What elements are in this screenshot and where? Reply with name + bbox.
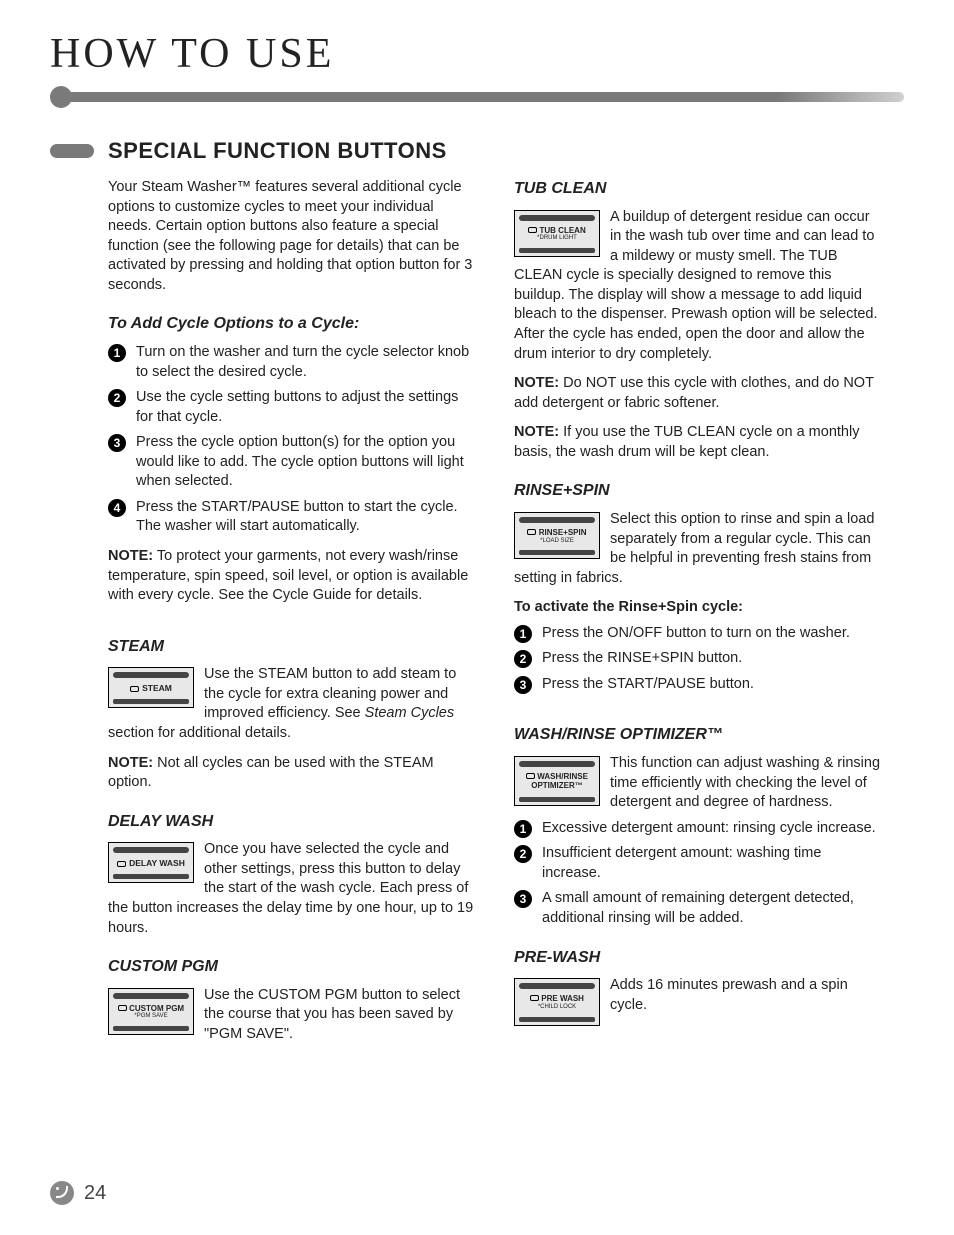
custom-button-icon: CUSTOM PGM*PGM SAVE [108,988,194,1035]
step-item: 2 Press the RINSE+SPIN button. [514,649,884,669]
step-text: Use the cycle setting buttons to adjust … [136,388,478,427]
delay-block: DELAY WASH Once you have selected the cy… [108,840,478,938]
header-rule [50,86,904,108]
tub-block: TUB CLEAN*DRUM LIGHT A buildup of deterg… [514,208,884,365]
note-text: NOTE: Do NOT use this cycle with clothes… [514,374,884,413]
step-item: 1 Press the ON/OFF button to turn on the… [514,624,884,644]
step-number-icon: 3 [514,676,532,694]
note-body: To protect your garments, not every wash… [108,548,468,603]
section-header: SPECIAL FUNCTION BUTTONS [50,138,904,164]
intro-text: Your Steam Washer™ features several addi… [108,178,478,295]
section-title: SPECIAL FUNCTION BUTTONS [108,138,447,164]
step-text: A small amount of remaining detergent de… [542,889,884,928]
step-text: Press the RINSE+SPIN button. [542,649,884,669]
step-text: Press the cycle option button(s) for the… [136,433,478,492]
left-column: Your Steam Washer™ features several addi… [108,178,478,1044]
step-number-icon: 1 [514,625,532,643]
note-text: NOTE: If you use the TUB CLEAN cycle on … [514,423,884,462]
content-columns: Your Steam Washer™ features several addi… [108,178,904,1044]
step-text: Press the ON/OFF button to turn on the w… [542,624,884,644]
custom-text: Use the CUSTOM PGM button to select the … [204,987,460,1042]
delay-heading: DELAY WASH [108,811,478,833]
step-item: 3 A small amount of remaining detergent … [514,889,884,928]
step-number-icon: 2 [514,650,532,668]
steam-heading: STEAM [108,636,478,658]
note-text: NOTE: Not all cycles can be used with th… [108,754,478,793]
step-number-icon: 2 [514,845,532,863]
step-text: Insufficient detergent amount: washing t… [542,844,884,883]
step-number-icon: 3 [514,890,532,908]
step-item: 4 Press the START/PAUSE button to start … [108,498,478,537]
lg-logo-icon [50,1181,74,1205]
step-item: 1 Turn on the washer and turn the cycle … [108,343,478,382]
page-title: HOW TO USE [50,30,904,78]
step-text: Press the START/PAUSE button to start th… [136,498,478,537]
custom-block: CUSTOM PGM*PGM SAVE Use the CUSTOM PGM b… [108,986,478,1045]
prewash-block: PRE WASH*CHILD LOCK Adds 16 minutes prew… [514,976,884,1027]
step-text: Press the START/PAUSE button. [542,675,884,695]
manual-page: HOW TO USE SPECIAL FUNCTION BUTTONS Your… [0,0,954,1235]
note-text: NOTE: To protect your garments, not ever… [108,547,478,606]
step-number-icon: 4 [108,499,126,517]
step-text: Turn on the washer and turn the cycle se… [136,343,478,382]
prewash-button-icon: PRE WASH*CHILD LOCK [514,978,600,1025]
rule-dot-icon [50,86,72,108]
add-cycle-heading: To Add Cycle Options to a Cycle: [108,313,478,335]
step-number-icon: 1 [108,344,126,362]
step-number-icon: 1 [514,820,532,838]
step-item: 3 Press the cycle option button(s) for t… [108,433,478,492]
optimizer-heading: WASH/RINSE OPTIMIZER™ [514,724,884,746]
optimizer-text: This function can adjust washing & rinsi… [610,755,880,810]
step-item: 3 Press the START/PAUSE button. [514,675,884,695]
page-footer: 24 [50,1181,106,1205]
rinse-button-icon: RINSE+SPIN*LOAD SIZE [514,512,600,559]
rinse-block: RINSE+SPIN*LOAD SIZE Select this option … [514,510,884,588]
note-body: Do NOT use this cycle with clothes, and … [514,375,874,411]
page-number: 24 [84,1182,106,1205]
step-number-icon: 2 [108,389,126,407]
prewash-text: Adds 16 minutes prewash and a spin cycle… [610,977,848,1013]
steam-button-icon: STEAM [108,667,194,708]
step-number-icon: 3 [108,434,126,452]
tub-heading: TUB CLEAN [514,178,884,200]
note-body: If you use the TUB CLEAN cycle on a mont… [514,424,859,460]
custom-heading: CUSTOM PGM [108,956,478,978]
rinse-activate-title: To activate the Rinse+Spin cycle: [514,598,884,618]
rule-bar-icon [66,92,904,102]
step-item: 1 Excessive detergent amount: rinsing cy… [514,819,884,839]
note-body: Not all cycles can be used with the STEA… [108,755,434,791]
delay-button-icon: DELAY WASH [108,842,194,883]
right-column: TUB CLEAN TUB CLEAN*DRUM LIGHT A buildup… [514,178,884,1044]
step-item: 2 Insufficient detergent amount: washing… [514,844,884,883]
steam-block: STEAM Use the STEAM button to add steam … [108,665,478,743]
prewash-heading: PRE-WASH [514,947,884,969]
step-text: Excessive detergent amount: rinsing cycl… [542,819,884,839]
step-item: 2 Use the cycle setting buttons to adjus… [108,388,478,427]
optimizer-button-icon: WASH/RINSEOPTIMIZER™ [514,756,600,806]
rinse-heading: RINSE+SPIN [514,480,884,502]
tub-button-icon: TUB CLEAN*DRUM LIGHT [514,210,600,257]
optimizer-block: WASH/RINSEOPTIMIZER™ This function can a… [514,754,884,813]
section-pill-icon [50,144,94,158]
